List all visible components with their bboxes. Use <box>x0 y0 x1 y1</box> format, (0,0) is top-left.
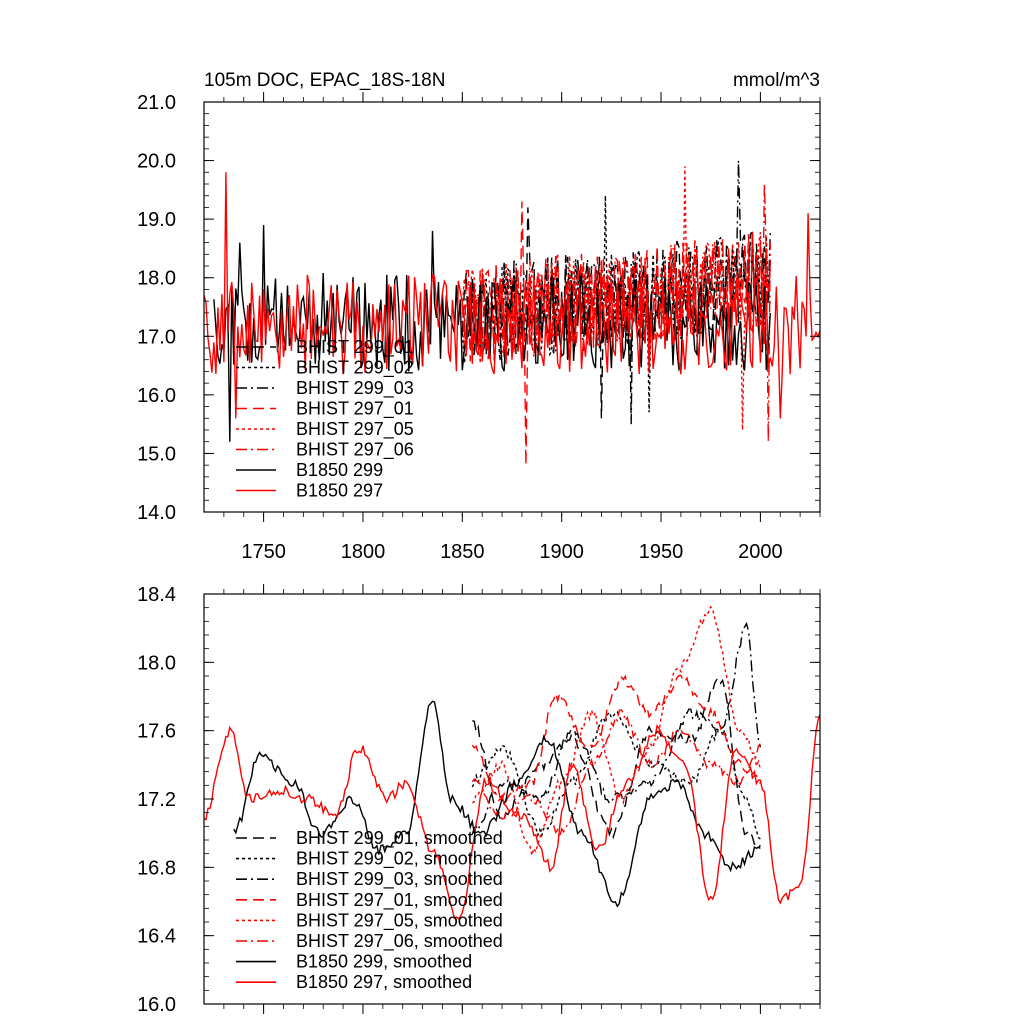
bottom-axis-ticks: 16.0 16.4 16.8 17.2 17.6 18.0 18.4 <box>137 584 821 1016</box>
top-series-line-3 <box>461 160 771 425</box>
top-panel-title: 105m DOC, EPAC_18S-18N <box>204 70 445 91</box>
bottom-legend-label-5: BHIST 297_05, smoothed <box>296 910 503 931</box>
bottom-legend-label-7: B1850 299, smoothed <box>296 952 472 972</box>
top-series-line-8 <box>203 172 821 419</box>
top-axis-ticks: 14.0 15.0 16.0 17.0 18.0 19.0 20.0 21.0 1750 1800… <box>137 92 821 563</box>
top-legend-label-5: BHIST 297_05 <box>296 419 414 440</box>
top-legend-label-6: BHIST 297_06 <box>296 440 414 461</box>
bottom-series-line-7 <box>233 700 761 908</box>
bottom-series-line-5 <box>472 605 762 856</box>
top-x-tick-label: 1800 <box>341 541 386 563</box>
bottom-series-line-6 <box>471 709 761 838</box>
top-series-line-5 <box>461 166 771 431</box>
top-y-tick-label: 18.0 <box>137 268 176 290</box>
top-legend-label-1: BHIST 299_01 <box>296 337 414 358</box>
bottom-y-tick-label: 16.0 <box>137 994 176 1016</box>
top-x-tick-label: 2000 <box>738 541 783 563</box>
top-x-tick-label: 1850 <box>440 541 485 563</box>
top-legend-label-4: BHIST 297_01 <box>296 399 414 420</box>
bottom-panel: 16.0 16.4 16.8 17.2 17.6 18.0 18.4 BHIST 299_0… <box>137 584 821 1016</box>
top-panel-units: mmol/m^3 <box>733 70 820 91</box>
top-x-tick-label: 1900 <box>539 541 584 563</box>
bottom-y-tick-label: 16.8 <box>137 857 176 879</box>
bottom-legend-label-2: BHIST 299_02, smoothed <box>296 849 503 870</box>
bottom-y-tick-label: 17.6 <box>137 721 176 743</box>
top-y-tick-label: 16.0 <box>137 385 176 407</box>
bottom-series-line-3 <box>471 621 762 835</box>
bottom-series-group <box>203 605 821 920</box>
bottom-series-line-1 <box>472 677 761 850</box>
top-legend-label-8: B1850 297 <box>296 481 383 501</box>
bottom-y-tick-label: 16.4 <box>137 926 176 948</box>
top-y-tick-label: 15.0 <box>137 443 176 465</box>
bottom-series-line-2 <box>471 710 761 840</box>
top-panel: 105m DOC, EPAC_18S-18N mmol/m^3 14.0 15.0… <box>137 70 821 563</box>
top-legend-label-3: BHIST 299_03 <box>296 378 414 399</box>
top-legend-label-7: B1850 299 <box>296 460 383 480</box>
bottom-legend-label-3: BHIST 299_03, smoothed <box>296 869 503 890</box>
top-legend-label-2: BHIST 299_02 <box>296 358 414 379</box>
top-series-group <box>203 160 821 466</box>
bottom-legend-label-8: B1850 297, smoothed <box>296 972 472 992</box>
bottom-series-line-4 <box>471 674 762 804</box>
bottom-y-tick-label: 17.2 <box>137 789 176 811</box>
top-y-tick-label: 21.0 <box>137 92 176 114</box>
top-y-tick-label: 20.0 <box>137 151 176 173</box>
top-y-tick-label: 17.0 <box>137 326 176 348</box>
bottom-legend-label-1: BHIST 299_01, smoothed <box>296 828 503 849</box>
top-x-tick-label: 1750 <box>241 541 286 563</box>
top-y-tick-label: 19.0 <box>137 209 176 231</box>
bottom-y-tick-label: 18.0 <box>137 652 176 674</box>
top-x-tick-label: 1950 <box>639 541 684 563</box>
top-y-tick-label: 14.0 <box>137 502 176 524</box>
bottom-plot-frame <box>203 593 821 1005</box>
bottom-series-line-8 <box>203 714 821 920</box>
top-plot-frame <box>203 101 821 513</box>
bottom-y-tick-label: 18.4 <box>137 584 176 606</box>
bottom-legend-label-4: BHIST 297_01, smoothed <box>296 890 503 911</box>
bottom-legend-label-6: BHIST 297_06, smoothed <box>296 931 503 952</box>
